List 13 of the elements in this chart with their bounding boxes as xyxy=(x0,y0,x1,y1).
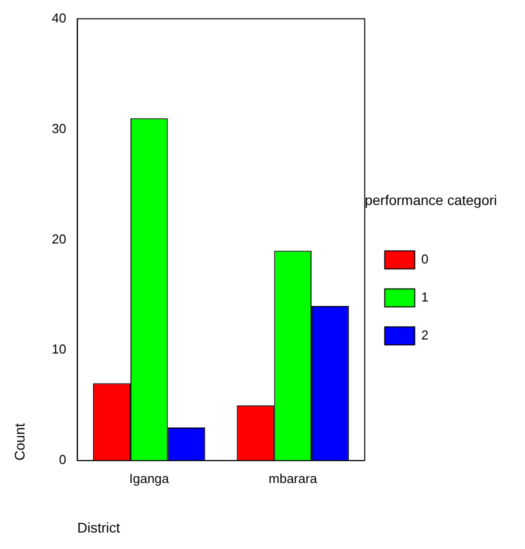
legend-title: performance categori xyxy=(364,192,498,208)
y-tick-label: 20 xyxy=(52,231,66,246)
legend-label: 1 xyxy=(421,289,428,304)
y-tick-label: 40 xyxy=(52,10,66,26)
y-tick-label: 0 xyxy=(59,452,66,468)
y-axis-title: Count xyxy=(11,423,28,461)
legend-label: 2 xyxy=(421,327,428,342)
y-tick-label: 10 xyxy=(52,342,66,357)
x-tick-label: mbarara xyxy=(268,470,318,486)
y-tick-label: 30 xyxy=(52,120,66,136)
x-axis-title: District xyxy=(77,519,120,536)
legend-label: 0 xyxy=(421,251,428,266)
x-tick-label: Iganga xyxy=(129,470,170,486)
